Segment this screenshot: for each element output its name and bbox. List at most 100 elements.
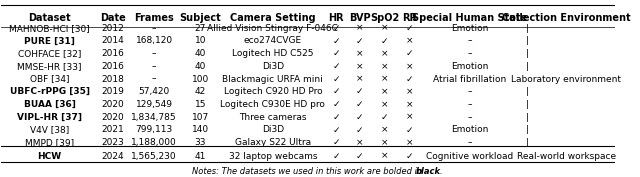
Text: Logitech C930E HD pro: Logitech C930E HD pro (220, 100, 325, 109)
Text: |: | (526, 62, 529, 71)
Text: Subject: Subject (180, 13, 221, 23)
Text: ✓: ✓ (356, 152, 364, 161)
Text: Emotion: Emotion (451, 62, 488, 71)
Text: |: | (526, 100, 529, 109)
Text: ✓: ✓ (356, 36, 364, 45)
Text: ✓: ✓ (333, 138, 340, 147)
Text: Laboratory environment: Laboratory environment (511, 75, 621, 84)
Text: –: – (467, 49, 472, 58)
Text: ✓: ✓ (333, 75, 340, 84)
Text: Date: Date (100, 13, 126, 23)
Text: 33: 33 (195, 138, 206, 147)
Text: ✓: ✓ (406, 152, 413, 161)
Text: Collection Environment: Collection Environment (502, 13, 630, 23)
Text: 1,188,000: 1,188,000 (131, 138, 177, 147)
Text: ×: × (356, 49, 364, 58)
Text: Allied Vision Stingray F-046C: Allied Vision Stingray F-046C (207, 24, 339, 33)
Text: ×: × (406, 36, 413, 45)
Text: Di3D: Di3D (262, 62, 284, 71)
Text: 107: 107 (192, 113, 209, 122)
Text: ✓: ✓ (333, 152, 340, 161)
Text: ✓: ✓ (406, 49, 413, 58)
Text: ✓: ✓ (406, 75, 413, 84)
Text: ✓: ✓ (356, 87, 364, 96)
Text: Notes: The datasets we used in this work are bolded in: Notes: The datasets we used in this work… (192, 167, 425, 176)
Text: ✓: ✓ (333, 62, 340, 71)
Text: –: – (467, 100, 472, 109)
Text: –: – (152, 62, 156, 71)
Text: ×: × (406, 113, 413, 122)
Text: |: | (526, 24, 529, 33)
Text: V4V [38]: V4V [38] (30, 125, 69, 135)
Text: ✓: ✓ (333, 113, 340, 122)
Text: ×: × (381, 138, 388, 147)
Text: 15: 15 (195, 100, 206, 109)
Text: ×: × (356, 75, 364, 84)
Text: PURE [31]: PURE [31] (24, 36, 75, 45)
Text: |: | (526, 49, 529, 58)
Text: ✓: ✓ (333, 125, 340, 135)
Text: 2024: 2024 (102, 152, 124, 161)
Text: 2016: 2016 (102, 62, 125, 71)
Text: 799,113: 799,113 (136, 125, 173, 135)
Text: 2021: 2021 (102, 125, 124, 135)
Text: Special Human State: Special Human State (412, 13, 527, 23)
Text: Logitech C920 HD Pro: Logitech C920 HD Pro (223, 87, 322, 96)
Text: BUAA [36]: BUAA [36] (24, 100, 76, 109)
Text: 129,549: 129,549 (136, 100, 173, 109)
Text: ✓: ✓ (381, 36, 388, 45)
Text: 2018: 2018 (102, 75, 125, 84)
Text: 42: 42 (195, 87, 206, 96)
Text: ✓: ✓ (333, 100, 340, 109)
Text: HR: HR (328, 13, 344, 23)
Text: –: – (152, 24, 156, 33)
Text: 10: 10 (195, 36, 206, 45)
Text: ×: × (356, 24, 364, 33)
Text: 32 laptop webcams: 32 laptop webcams (228, 152, 317, 161)
Text: –: – (152, 75, 156, 84)
Text: 40: 40 (195, 49, 206, 58)
Text: 41: 41 (195, 152, 206, 161)
Text: ×: × (406, 62, 413, 71)
Text: ✓: ✓ (333, 49, 340, 58)
Text: ×: × (381, 75, 388, 84)
Text: 1,834,785: 1,834,785 (131, 113, 177, 122)
Text: ×: × (406, 100, 413, 109)
Text: Dataset: Dataset (28, 13, 71, 23)
Text: 2020: 2020 (102, 100, 124, 109)
Text: Emotion: Emotion (451, 125, 488, 135)
Text: .: . (440, 167, 442, 176)
Text: ✓: ✓ (333, 87, 340, 96)
Text: ×: × (381, 100, 388, 109)
Text: UBFC-rPPG [35]: UBFC-rPPG [35] (10, 87, 90, 96)
Text: –: – (467, 113, 472, 122)
Text: ×: × (381, 62, 388, 71)
Text: Di3D: Di3D (262, 125, 284, 135)
Text: ×: × (381, 125, 388, 135)
Text: ✓: ✓ (333, 36, 340, 45)
Text: BVP: BVP (349, 13, 371, 23)
Text: –: – (467, 138, 472, 147)
Text: Blackmagic URFA mini: Blackmagic URFA mini (223, 75, 323, 84)
Text: VIPL-HR [37]: VIPL-HR [37] (17, 113, 82, 122)
Text: |: | (526, 36, 529, 45)
Text: ✓: ✓ (406, 125, 413, 135)
Text: –: – (467, 87, 472, 96)
Text: ×: × (356, 138, 364, 147)
Text: 2019: 2019 (102, 87, 125, 96)
Text: 2014: 2014 (102, 36, 124, 45)
Text: 2016: 2016 (102, 49, 125, 58)
Text: 140: 140 (192, 125, 209, 135)
Text: Three cameras: Three cameras (239, 113, 307, 122)
Text: Real-world workspace: Real-world workspace (517, 152, 616, 161)
Text: 1,565,230: 1,565,230 (131, 152, 177, 161)
Text: HCW: HCW (38, 152, 61, 161)
Text: Cognitive workload: Cognitive workload (426, 152, 513, 161)
Text: ✓: ✓ (356, 125, 364, 135)
Text: ×: × (356, 62, 364, 71)
Text: Frames: Frames (134, 13, 174, 23)
Text: OBF [34]: OBF [34] (30, 75, 69, 84)
Text: ×: × (381, 87, 388, 96)
Text: Logitech HD C525: Logitech HD C525 (232, 49, 314, 58)
Text: 100: 100 (192, 75, 209, 84)
